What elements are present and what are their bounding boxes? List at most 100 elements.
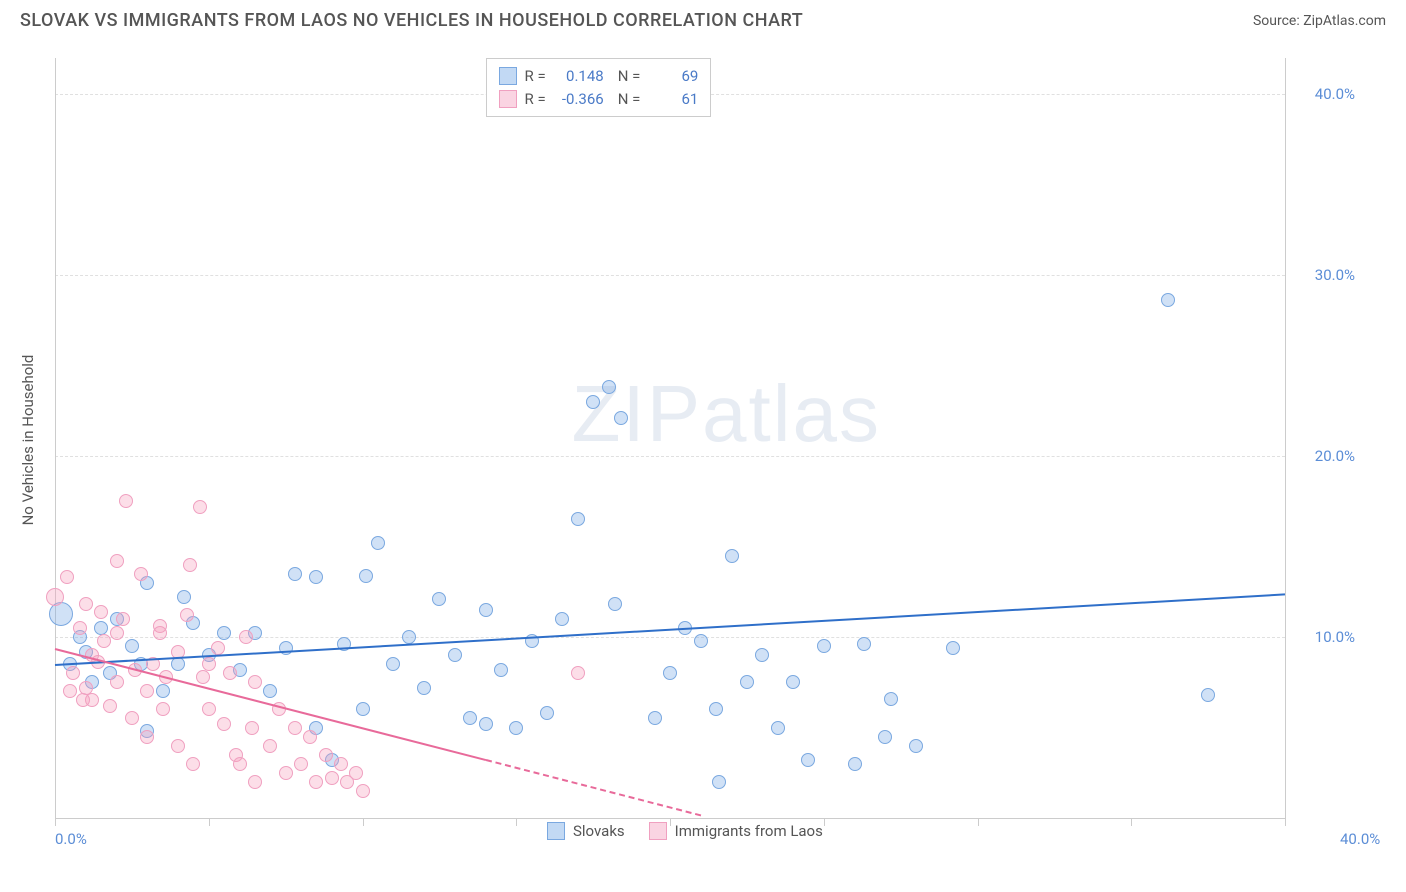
scatter-point [1161, 293, 1175, 307]
scatter-point [116, 612, 130, 626]
scatter-point [909, 739, 923, 753]
x-tick [824, 818, 825, 826]
scatter-point [494, 663, 508, 677]
scatter-point [586, 395, 600, 409]
y-axis [55, 58, 56, 818]
y-axis-label: No Vehicles in Household [19, 355, 37, 526]
scatter-point [614, 411, 628, 425]
scatter-point [186, 757, 200, 771]
scatter-point [725, 549, 739, 563]
scatter-point [1201, 688, 1215, 702]
scatter-point [177, 590, 191, 604]
scatter-point [66, 666, 80, 680]
x-tick [978, 818, 979, 826]
gridline [55, 456, 1285, 457]
scatter-point [356, 784, 370, 798]
scatter-point [79, 597, 93, 611]
scatter-point [608, 597, 622, 611]
scatter-point [571, 666, 585, 680]
scatter-point [712, 775, 726, 789]
scatter-point [94, 621, 108, 635]
scatter-point [171, 657, 185, 671]
scatter-point [417, 681, 431, 695]
legend-label: Immigrants from Laos [675, 822, 823, 840]
scatter-point [125, 711, 139, 725]
chart-source: Source: ZipAtlas.com [1253, 13, 1386, 29]
gridline [55, 275, 1285, 276]
scatter-chart: 10.0%20.0%30.0%40.0%0.0%40.0%ZIPatlasR =… [55, 58, 1285, 818]
chart-header: SLOVAK VS IMMIGRANTS FROM LAOS NO VEHICL… [0, 0, 1406, 37]
scatter-point [233, 757, 247, 771]
x-tick [516, 818, 517, 826]
legend-swatch [547, 822, 565, 840]
scatter-point [202, 702, 216, 716]
scatter-point [663, 666, 677, 680]
scatter-point [183, 558, 197, 572]
legend-stats-row: R =0.148N =69 [499, 65, 699, 88]
legend-r-value: 0.148 [554, 65, 604, 88]
scatter-point [294, 757, 308, 771]
x-tick-label: 0.0% [55, 830, 87, 848]
scatter-point [103, 699, 117, 713]
scatter-point [279, 766, 293, 780]
legend-n-label: N = [618, 65, 641, 88]
scatter-point [202, 657, 216, 671]
scatter-point [60, 570, 74, 584]
legend-r-label: R = [525, 65, 546, 88]
scatter-point [239, 630, 253, 644]
scatter-point [156, 702, 170, 716]
x-tick [1131, 818, 1132, 826]
scatter-point [602, 380, 616, 394]
legend-item: Slovaks [547, 822, 625, 840]
legend-n-value: 61 [648, 88, 698, 111]
legend-swatch [499, 90, 517, 108]
legend-swatch [649, 822, 667, 840]
scatter-point [94, 605, 108, 619]
scatter-point [786, 675, 800, 689]
scatter-point [371, 536, 385, 550]
trend-line [55, 594, 1285, 667]
scatter-point [709, 702, 723, 716]
scatter-point [817, 639, 831, 653]
scatter-point [771, 721, 785, 735]
scatter-point [648, 711, 662, 725]
scatter-point [801, 753, 815, 767]
chart-title: SLOVAK VS IMMIGRANTS FROM LAOS NO VEHICL… [20, 10, 803, 31]
scatter-point [223, 666, 237, 680]
legend-item: Immigrants from Laos [649, 822, 823, 840]
scatter-point [217, 626, 231, 640]
scatter-point [76, 693, 90, 707]
scatter-point [309, 775, 323, 789]
scatter-point [448, 648, 462, 662]
scatter-point [217, 717, 231, 731]
scatter-point [193, 500, 207, 514]
right-axis [1285, 58, 1286, 818]
y-tick-label: 10.0% [1295, 628, 1355, 646]
scatter-point [140, 730, 154, 744]
scatter-point [571, 512, 585, 526]
scatter-point [288, 567, 302, 581]
x-tick-label: 40.0% [1340, 830, 1380, 848]
scatter-point [479, 603, 493, 617]
scatter-point [463, 711, 477, 725]
scatter-point [509, 721, 523, 735]
scatter-point [73, 621, 87, 635]
y-tick-label: 30.0% [1295, 266, 1355, 284]
scatter-point [110, 554, 124, 568]
legend-swatch [499, 67, 517, 85]
scatter-point [479, 717, 493, 731]
scatter-point [119, 494, 133, 508]
scatter-point [848, 757, 862, 771]
scatter-point [288, 721, 302, 735]
scatter-point [46, 588, 64, 606]
x-tick [1285, 818, 1286, 826]
x-tick [209, 818, 210, 826]
scatter-point [555, 612, 569, 626]
scatter-point [263, 684, 277, 698]
legend-stats-row: R =-0.366N =61 [499, 88, 699, 111]
scatter-point [349, 766, 363, 780]
legend-r-value: -0.366 [554, 88, 604, 111]
scatter-point [125, 639, 139, 653]
legend-series: Slovaks Immigrants from Laos [547, 822, 823, 840]
scatter-point [946, 641, 960, 655]
